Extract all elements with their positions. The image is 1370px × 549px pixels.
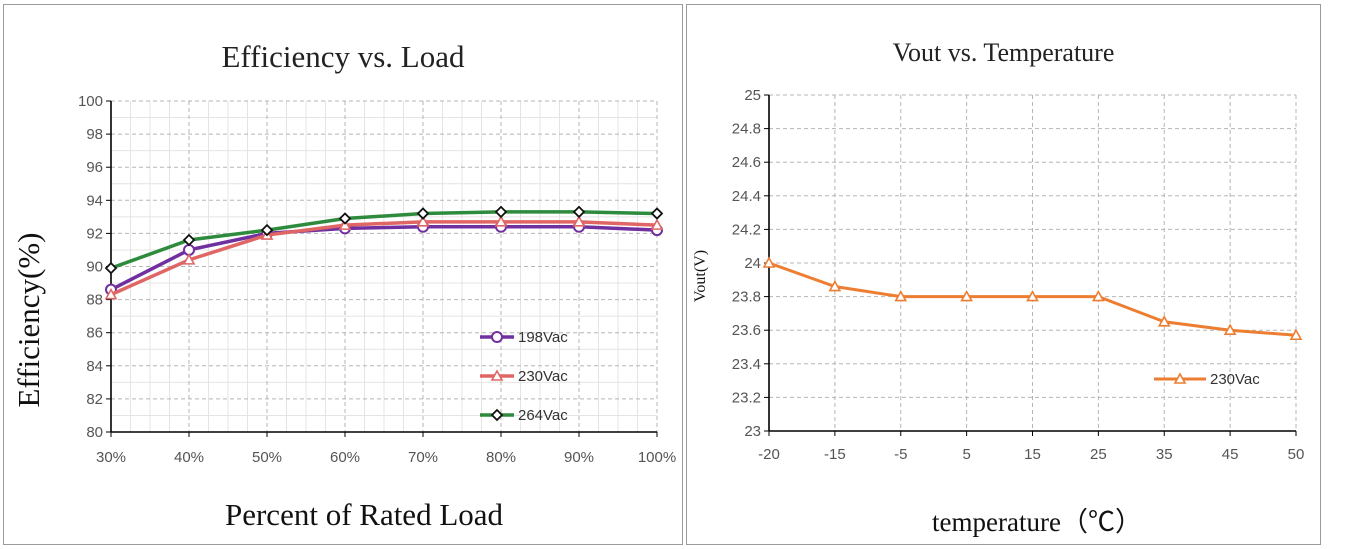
data-point [762,256,776,268]
data-point [104,261,118,275]
chart-title: Vout vs. Temperature [892,38,1115,67]
x-tick-label: 40% [174,449,204,466]
legend-marker [490,369,504,381]
data-point [1092,289,1105,302]
y-tick-label: 84 [86,358,103,375]
y-tick-label: 98 [86,126,103,143]
y-tick-label: 96 [86,159,103,176]
y-tick-label: 24 [744,255,761,272]
data-point [960,289,973,302]
x-tick-label: 60% [330,449,360,466]
legend-marker [1173,372,1187,384]
x-tick-label: 45 [1222,446,1239,463]
y-tick-label: 100 [78,93,103,110]
data-point [572,215,586,227]
vout-plot: 23 23.2 23.4 23.6 23.8 24 24.2 24.4 24.6 24.8 25 -2… [732,87,1305,463]
x-tick-label: -20 [758,446,780,463]
data-point [182,253,196,265]
x-tick-label: 50% [252,449,282,466]
data-point [894,289,908,302]
legend-marker [491,331,503,343]
y-tick-label: 23.2 [732,389,761,406]
series-line [110,220,658,297]
data-point [650,218,664,230]
y-tick-label: 24.6 [732,154,761,171]
y-tick-label: 25 [744,87,761,104]
y-tick-label: 23 [744,423,761,440]
legend-label: 230Vac [1210,371,1260,388]
legend-marker [490,408,504,422]
series-line [110,210,658,270]
data-point [494,205,508,219]
data-point [828,279,842,292]
x-tick-label: 100% [638,449,676,466]
legend-label: 264Vac [518,407,568,424]
y-tick-label: 24.4 [732,188,761,205]
y-tick-label: 88 [86,292,103,309]
data-point [1157,315,1171,327]
x-axis-label: Percent of Rated Load [224,497,504,532]
y-tick-label: 24.8 [732,121,761,138]
x-tick-label: -5 [894,446,907,463]
data-point [494,215,508,227]
y-tick-label: 94 [86,192,103,209]
data-point [182,233,196,247]
x-tick-label: -15 [824,446,846,463]
x-tick-label: 30% [96,449,126,466]
x-axis-label: temperature（℃） [932,507,1142,537]
data-point [1223,323,1237,336]
x-tick-label: 5 [962,446,970,463]
data-point [260,223,274,237]
y-tick-label: 23.4 [732,356,761,373]
efficiency-chart-panel: Efficiency vs. Load Efficiency(%) Percen… [3,4,683,545]
y-tick-label: 90 [86,259,103,276]
legend-label: 198Vac [518,329,568,346]
x-tick-label: 15 [1024,446,1041,463]
x-tick-label: 50 [1288,446,1305,463]
data-point [416,207,430,220]
x-tick-label: 70% [408,449,438,466]
data-point [1026,289,1039,302]
y-tick-label: 82 [86,391,103,408]
series-line [110,225,658,292]
y-tick-label: 23.8 [732,289,761,306]
data-point [104,287,118,300]
y-tick-label: 92 [86,225,103,242]
x-tick-label: 35 [1156,446,1173,463]
data-point [650,207,664,220]
x-tick-label: 25 [1090,446,1107,463]
x-tick-label: 80% [486,449,516,466]
data-point [1289,328,1303,341]
data-point [572,205,586,219]
x-tick-label: 90% [564,449,594,466]
y-tick-label: 80 [86,424,103,441]
y-tick-label: 86 [86,325,103,342]
data-point [416,215,430,227]
vout-chart-panel: Vout vs. Temperature Vout(V) temperature… [686,4,1321,545]
data-point [338,212,352,225]
legend-label: 230Vac [518,368,568,385]
y-tick-label: 23.6 [732,322,761,339]
chart-title: Efficiency vs. Load [221,39,465,74]
efficiency-plot: 80 82 84 86 88 90 92 94 96 98 100 30% 40% 50% 60% 70% 80… [78,93,676,466]
y-tick-label: 24.2 [732,221,761,238]
